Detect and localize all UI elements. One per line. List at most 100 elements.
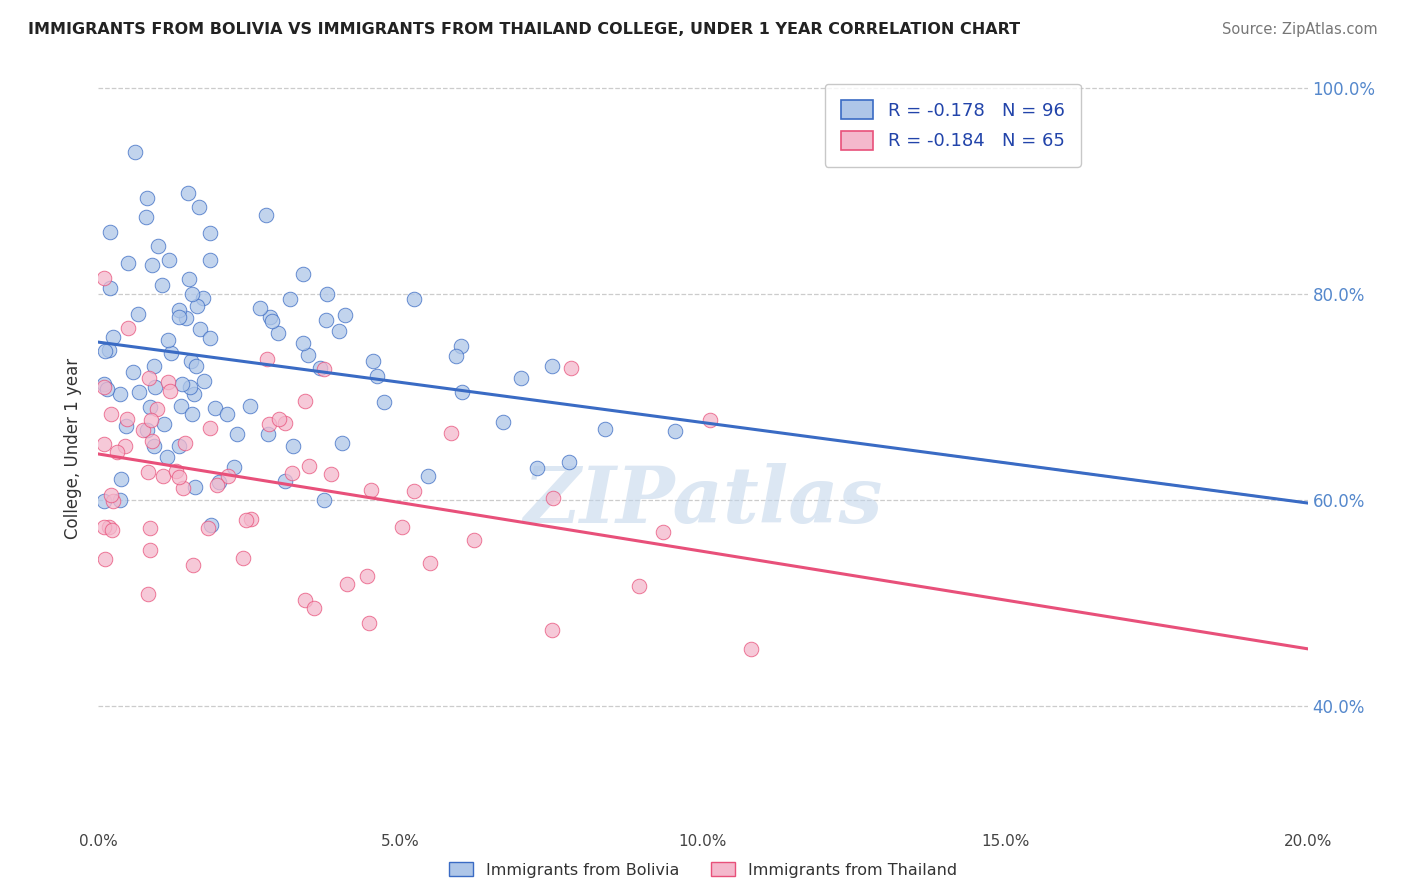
Point: [98, 225, 121, 239]
Point: [180, 353, 202, 368]
Point: [141, 258, 163, 272]
Point: [114, 439, 136, 453]
Point: [217, 469, 239, 483]
Point: [418, 468, 440, 483]
Point: [197, 520, 219, 534]
Point: [150, 278, 173, 293]
Point: [333, 308, 356, 322]
Point: [235, 513, 257, 527]
Y-axis label: College, Under 1 year: College, Under 1 year: [65, 358, 83, 539]
Point: [136, 587, 159, 601]
Point: [226, 427, 249, 442]
Point: [98, 519, 121, 533]
Point: [257, 426, 280, 441]
Point: [215, 407, 238, 421]
Point: [627, 579, 650, 593]
Point: [93, 271, 115, 285]
Point: [94, 552, 117, 566]
Point: [292, 267, 315, 281]
Point: [108, 387, 131, 401]
Point: [560, 361, 582, 376]
Point: [391, 520, 413, 534]
Point: [492, 415, 515, 429]
Point: [232, 551, 254, 566]
Point: [180, 407, 202, 421]
Point: [93, 494, 115, 508]
Point: [328, 324, 350, 338]
Legend: R = -0.178   N = 96, R = -0.184   N = 65: R = -0.178 N = 96, R = -0.184 N = 65: [824, 84, 1081, 167]
Point: [101, 494, 124, 508]
Point: [181, 558, 204, 572]
Point: [259, 310, 281, 324]
Point: [101, 330, 124, 344]
Point: [115, 411, 138, 425]
Point: [360, 483, 382, 497]
Point: [100, 280, 122, 294]
Point: [93, 437, 115, 451]
Point: [143, 359, 166, 374]
Point: [256, 351, 278, 366]
Point: [177, 186, 200, 201]
Point: [153, 417, 176, 431]
Point: [336, 576, 359, 591]
Point: [136, 423, 159, 437]
Point: [97, 343, 120, 358]
Point: [143, 439, 166, 453]
Point: [108, 492, 131, 507]
Point: [254, 208, 277, 222]
Point: [557, 455, 579, 469]
Point: [183, 387, 205, 401]
Point: [138, 521, 160, 535]
Point: [188, 200, 211, 214]
Point: [314, 362, 336, 376]
Point: [141, 434, 163, 448]
Text: Source: ZipAtlas.com: Source: ZipAtlas.com: [1222, 22, 1378, 37]
Point: [463, 533, 485, 548]
Point: [257, 417, 280, 432]
Point: [281, 439, 304, 453]
Point: [93, 344, 115, 359]
Point: [240, 512, 263, 526]
Point: [446, 349, 468, 363]
Point: [200, 227, 222, 241]
Point: [356, 568, 378, 582]
Point: [186, 299, 208, 313]
Point: [249, 301, 271, 315]
Point: [191, 291, 214, 305]
Point: [450, 385, 472, 400]
Point: [156, 450, 179, 465]
Point: [373, 395, 395, 409]
Point: [135, 210, 157, 224]
Point: [172, 377, 194, 392]
Point: [93, 380, 115, 394]
Point: [172, 482, 194, 496]
Point: [200, 331, 222, 345]
Point: [184, 480, 207, 494]
Point: [297, 458, 319, 473]
Point: [145, 379, 167, 393]
Point: [204, 401, 226, 415]
Point: [281, 466, 304, 480]
Point: [105, 444, 128, 458]
Point: [174, 310, 197, 325]
Text: ZIPatlas: ZIPatlas: [523, 463, 883, 540]
Point: [128, 384, 150, 399]
Point: [274, 474, 297, 488]
Point: [239, 399, 262, 413]
Point: [267, 326, 290, 340]
Point: [167, 303, 190, 318]
Point: [510, 371, 533, 385]
Point: [297, 348, 319, 362]
Point: [136, 465, 159, 479]
Point: [117, 321, 139, 335]
Point: [652, 525, 675, 540]
Point: [312, 492, 335, 507]
Point: [160, 345, 183, 359]
Point: [139, 400, 162, 414]
Point: [294, 394, 316, 409]
Point: [110, 473, 132, 487]
Point: [294, 593, 316, 607]
Point: [267, 412, 290, 426]
Point: [526, 460, 548, 475]
Text: IMMIGRANTS FROM BOLIVIA VS IMMIGRANTS FROM THAILAND COLLEGE, UNDER 1 YEAR CORREL: IMMIGRANTS FROM BOLIVIA VS IMMIGRANTS FR…: [28, 22, 1021, 37]
